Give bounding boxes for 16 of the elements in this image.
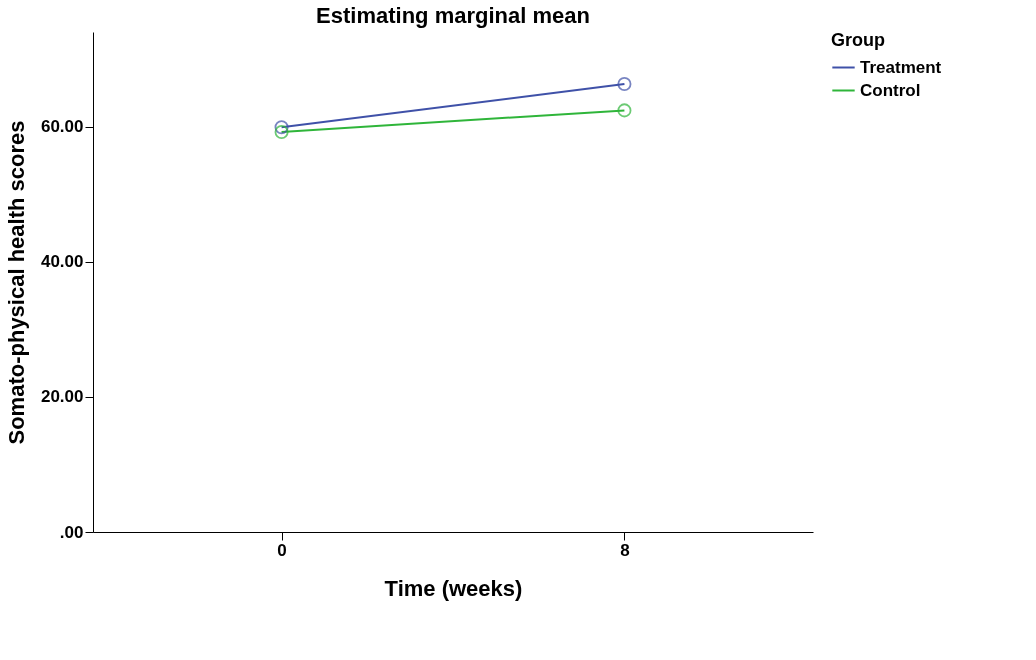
legend-label: Control (860, 80, 921, 100)
y-axis-title: Somato-physical health scores (3, 120, 29, 445)
y-tick-label: 20.00 (40, 387, 84, 407)
y-tick-label: 60.00 (40, 117, 84, 137)
point (617, 103, 632, 118)
x-tick-label: 8 (620, 540, 630, 560)
legend-title: Group (831, 30, 885, 50)
point (617, 77, 632, 92)
y-tick-label: 40.00 (40, 252, 84, 272)
chart-title: Estimating marginal mean (316, 3, 590, 28)
y-tick-label: .00 (59, 522, 84, 542)
point (274, 124, 289, 140)
legend-label: Treatment (860, 57, 942, 77)
point (274, 120, 289, 135)
x-tick-label: 0 (277, 540, 287, 560)
x-axis-title: Time (weeks) (384, 575, 523, 601)
